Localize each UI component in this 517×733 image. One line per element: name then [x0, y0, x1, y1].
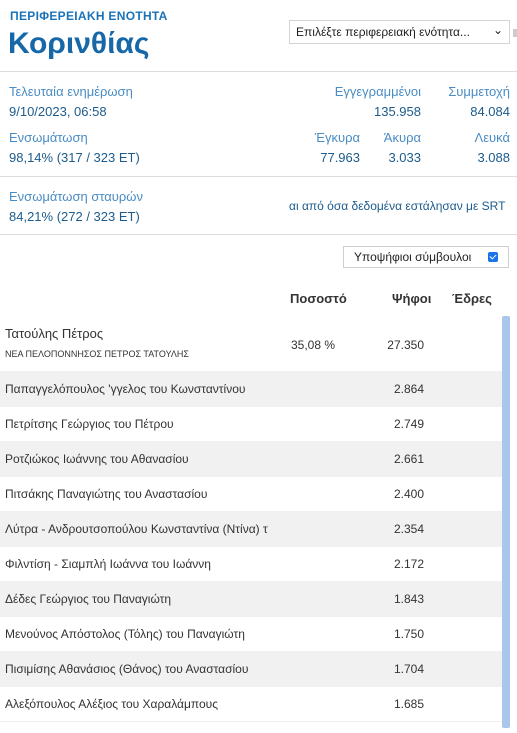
candidate-votes: 2.172 — [393, 557, 424, 571]
candidate-votes: 2.864 — [393, 382, 424, 396]
leader-percent: 35,08 % — [291, 338, 336, 352]
invalid-value: 3.033 — [388, 150, 421, 165]
candidate-name: Πιτσάκης Παναγιώτης του Αναστασίου — [5, 487, 208, 501]
integration-label: Ενσωμάτωση — [9, 130, 88, 145]
registered-value: 135.958 — [374, 104, 421, 119]
turnout-value: 84.084 — [470, 104, 510, 119]
region-name: Κορινθίας — [8, 27, 150, 60]
candidate-name: Φιλντίση - Σιαμπλή Ιωάννα του Ιωάννη — [5, 557, 211, 571]
last-update-label: Τελευταία ενημέρωση — [9, 84, 133, 99]
candidate-votes: 2.661 — [393, 452, 424, 466]
candidate-name: Λύτρα - Ανδρουτσοπούλου Κωνσταντίνα (Ντί… — [5, 522, 268, 536]
region-label: ΠΕΡΙΦΕΡΕΙΑΚΗ ΕΝΟΤΗΤΑ — [10, 9, 168, 23]
candidates-toggle-label: Υποψήφιοι σύμβουλοι — [354, 250, 472, 264]
table-row[interactable]: Ροτζιώκος Ιωάννης του Αθανασίου 2.661 — [0, 442, 502, 477]
checkbox-checked-icon[interactable] — [488, 252, 498, 262]
table-row[interactable]: Πισιμίσης Αθανάσιος (Θάνος) του Αναστασί… — [0, 652, 502, 687]
candidate-votes: 1.750 — [393, 627, 424, 641]
leader-party: ΝΕΑ ΠΕΛΟΠΟΝΝΗΣΟΣ ΠΕΤΡΟΣ ΤΑΤΟΥΛΗΣ — [5, 349, 189, 359]
last-update-value: 9/10/2023, 06:58 — [9, 104, 107, 119]
header-seats[interactable]: Έδρες — [452, 291, 492, 306]
crosses-value: 84,21% (272 / 323 ΕΤ) — [9, 209, 140, 224]
candidate-votes: 2.400 — [393, 487, 424, 501]
results-table: Τατούλης Πέτρος ΝΕΑ ΠΕΛΟΠΟΝΝΗΣΟΣ ΠΕΤΡΟΣ … — [0, 316, 502, 722]
crosses-label: Ενσωμάτωση σταυρών — [9, 189, 143, 204]
turnout-label: Συμμετοχή — [448, 84, 510, 99]
table-row[interactable]: Δέδες Γεώργιος του Παναγιώτη 1.843 — [0, 582, 502, 617]
candidate-name: Αλεξόπουλος Αλέξιος του Χαραλάμπους — [5, 697, 219, 711]
stats-panel: Τελευταία ενημέρωση 9/10/2023, 06:58 Εγγ… — [0, 72, 517, 177]
region-header: ΠΕΡΙΦΕΡΕΙΑΚΗ ΕΝΟΤΗΤΑ Κορινθίας Επιλέξτε … — [0, 0, 517, 72]
candidate-name: Πετρίτσης Γεώργιος του Πέτρου — [5, 417, 174, 431]
valid-label: Έγκυρα — [314, 130, 360, 145]
table-scrollbar[interactable] — [502, 316, 510, 728]
candidate-votes: 2.354 — [393, 522, 424, 536]
region-select[interactable]: Επιλέξτε περιφερειακή ενότητα... ⌄ — [289, 20, 510, 44]
header-votes[interactable]: Ψήφοι — [392, 291, 432, 306]
candidate-name: Πισιμίσης Αθανάσιος (Θάνος) του Αναστασί… — [5, 662, 249, 676]
leader-votes: 27.350 — [387, 338, 424, 352]
table-row[interactable]: Φιλντίση - Σιαμπλή Ιωάννα του Ιωάννη 2.1… — [0, 547, 502, 582]
candidate-votes: 1.704 — [393, 662, 424, 676]
chevron-down-icon: ⌄ — [492, 23, 503, 37]
invalid-label: Άκυρα — [383, 130, 421, 145]
table-row[interactable]: Πιτσάκης Παναγιώτης του Αναστασίου 2.400 — [0, 477, 502, 512]
candidate-votes: 1.685 — [393, 697, 424, 711]
candidate-votes: 2.749 — [393, 417, 424, 431]
candidate-name: Μενούνος Απόστολος (Τόλης) του Παναγιώτη — [5, 627, 245, 641]
integration-value: 98,14% (317 / 323 ΕΤ) — [9, 150, 140, 165]
crosses-panel: Ενσωμάτωση σταυρών 84,21% (272 / 323 ΕΤ)… — [0, 178, 517, 235]
valid-value: 77.963 — [320, 150, 360, 165]
candidate-name: Ροτζιώκος Ιωάννης του Αθανασίου — [5, 452, 189, 466]
table-row[interactable]: Μενούνος Απόστολος (Τόλης) του Παναγιώτη… — [0, 617, 502, 652]
blank-label: Λευκά — [474, 130, 510, 145]
candidate-name: Παπαγγελόπουλος 'γγελος του Κωνσταντίνου — [5, 382, 246, 396]
registered-label: Εγγεγραμμένοι — [334, 84, 421, 99]
header-percent[interactable]: Ποσοστό — [290, 291, 347, 306]
candidate-name: Δέδες Γεώργιος του Παναγιώτη — [5, 592, 172, 606]
table-row[interactable]: Πετρίτσης Γεώργιος του Πέτρου 2.749 — [0, 407, 502, 442]
candidate-votes: 1.843 — [393, 592, 424, 606]
table-row[interactable]: Λύτρα - Ανδρουτσοπούλου Κωνσταντίνα (Ντί… — [0, 512, 502, 547]
edge-handle — [513, 29, 517, 37]
crosses-note: αι από όσα δεδομένα εστάλησαν με SRT — [289, 199, 506, 213]
candidates-toggle[interactable]: Υποψήφιοι σύμβουλοι — [343, 246, 509, 268]
region-select-value: Επιλέξτε περιφερειακή ενότητα... — [296, 25, 470, 39]
leader-name: Τατούλης Πέτρος — [5, 326, 104, 341]
table-row[interactable]: Παπαγγελόπουλος 'γγελος του Κωνσταντίνου… — [0, 372, 502, 407]
table-row[interactable]: Αλεξόπουλος Αλέξιος του Χαραλάμπους 1.68… — [0, 687, 502, 722]
leader-row[interactable]: Τατούλης Πέτρος ΝΕΑ ΠΕΛΟΠΟΝΝΗΣΟΣ ΠΕΤΡΟΣ … — [0, 316, 502, 372]
blank-value: 3.088 — [477, 150, 510, 165]
